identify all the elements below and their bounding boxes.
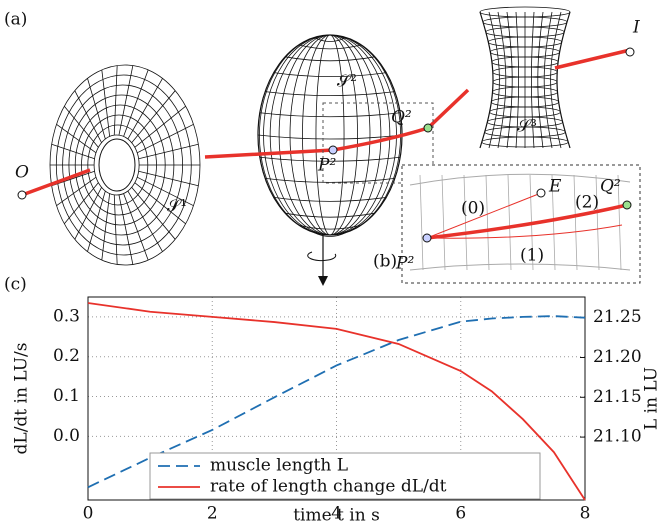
y-tick-label: 0.0	[53, 426, 80, 446]
surface-label: 𝒮¹	[167, 197, 187, 217]
point-label: Q²	[600, 177, 621, 197]
point	[329, 146, 337, 154]
mesh-line	[139, 144, 199, 159]
mesh-line	[124, 70, 149, 137]
legend-label: rate of length change dL/dt	[210, 477, 447, 497]
y2-tick-label: 21.10	[593, 427, 642, 447]
x-tick-label: 0	[83, 504, 94, 524]
point	[626, 48, 634, 56]
panel-label: (a)	[4, 10, 27, 30]
figure: (a) O I 𝒮¹ 𝒮² 𝒮³ P² Q² (b) P² Q² E (0) (…	[0, 0, 664, 527]
path-label: (2)	[575, 193, 599, 213]
y-tick-label: 0.1	[53, 386, 80, 406]
x-tick-label: 8	[580, 504, 591, 524]
mesh-line	[52, 171, 95, 186]
x-tick-label: 2	[207, 504, 218, 524]
y-tick-label: 0.3	[53, 306, 80, 326]
mesh-line	[102, 70, 110, 137]
y-tick-label: 0.2	[53, 346, 80, 366]
y2-tick-label: 21.15	[593, 387, 642, 407]
mesh-line	[124, 194, 149, 261]
chart: 024680.00.10.20.321.1021.1521.2021.25tim…	[12, 297, 662, 526]
point	[423, 234, 431, 242]
start-label: O	[15, 163, 29, 183]
mesh-line	[128, 78, 163, 139]
point-label: Q²	[391, 108, 412, 128]
end-label: I	[632, 18, 640, 38]
x-tick-label: 6	[455, 504, 466, 524]
legend-label: muscle length L	[210, 456, 348, 476]
arrow-head	[318, 276, 328, 286]
y-axis-label: dL/dt in LU/s	[12, 343, 32, 455]
mesh-line	[102, 194, 110, 261]
surface-label: 𝒮³	[517, 117, 537, 137]
point	[18, 191, 26, 199]
mesh-line	[128, 191, 163, 252]
surface-label: 𝒮²	[337, 72, 357, 92]
y2-tick-label: 21.25	[593, 307, 642, 327]
mesh-line	[119, 195, 133, 265]
point	[424, 124, 432, 132]
point-label: P²	[395, 254, 414, 274]
panel-label: (b)	[373, 252, 397, 272]
mesh-line	[139, 171, 199, 186]
mesh-line	[551, 12, 561, 148]
path-label: (1)	[520, 246, 544, 266]
point-label: P²	[317, 156, 336, 176]
point	[537, 189, 545, 197]
path-label: (0)	[461, 199, 485, 219]
mesh-line	[52, 144, 95, 159]
mesh-line	[119, 66, 133, 136]
rotation-arrow	[308, 252, 336, 261]
mesh-line	[489, 12, 499, 148]
panel-label: (c)	[4, 275, 27, 295]
x-axis-label: time t in s	[293, 506, 380, 526]
y2-tick-label: 21.20	[593, 347, 642, 367]
point-label: E	[548, 177, 562, 197]
y2-axis-label: L in LU	[642, 367, 662, 430]
illustration	[18, 7, 640, 286]
point	[623, 201, 631, 209]
torus-hole	[99, 139, 135, 191]
